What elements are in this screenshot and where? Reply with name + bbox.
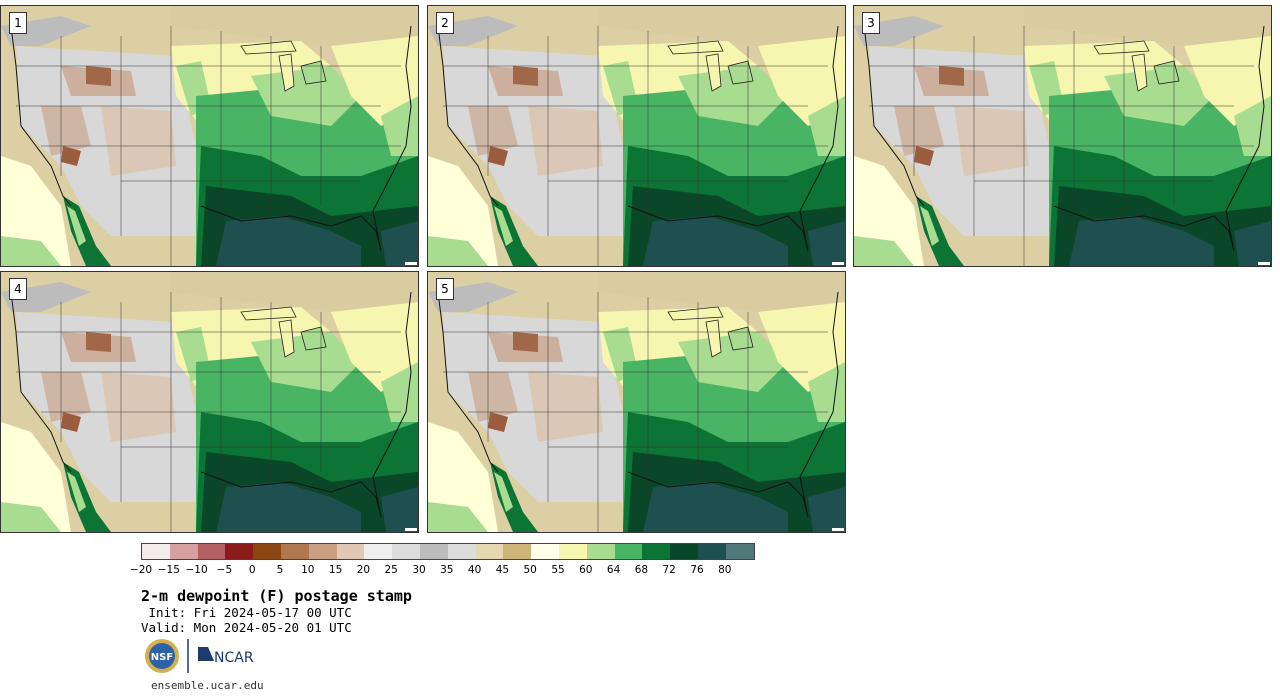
- colorbar-tick-label: 72: [662, 564, 676, 576]
- dewpoint-map-5: [428, 272, 845, 532]
- colorbar-tick-label: 76: [690, 564, 704, 576]
- colorbar-tick-label: 50: [523, 564, 537, 576]
- colorbar-tick-label: 25: [384, 564, 398, 576]
- colorbar-swatch: [503, 544, 532, 559]
- colorbar-swatch: [447, 544, 476, 559]
- map-panel-4: 4: [0, 271, 419, 533]
- colorbar-tick-label: 80: [718, 564, 732, 576]
- colorbar-tick-label: −15: [157, 564, 180, 576]
- logos: NSF NCAR: [144, 637, 274, 675]
- colorbar-tick-label: −5: [216, 564, 233, 576]
- colorbar-tick-label: 35: [440, 564, 454, 576]
- colorbar-swatch: [670, 544, 698, 559]
- colorbar-swatch: [697, 544, 726, 559]
- map-panel-1: 1: [0, 5, 419, 267]
- dewpoint-map-4: [1, 272, 418, 532]
- panel-number: 2: [436, 12, 454, 34]
- panel-number: 4: [9, 278, 27, 300]
- colorbar-tick-label: 5: [276, 564, 284, 576]
- valid-time: Valid: Mon 2024-05-20 01 UTC: [141, 620, 352, 635]
- colorbar-swatch: [364, 544, 393, 559]
- website-url[interactable]: ensemble.ucar.edu: [151, 679, 264, 692]
- colorbar-tick-label: 20: [356, 564, 371, 576]
- colorbar-tick-labels: −20 −15 −10 −5 0 5 10 15 20 25 30 35 40 45 50 55 60 64 68 7…: [130, 564, 761, 578]
- map-panel-2: 2: [427, 5, 846, 267]
- ncar-logo-text: NCAR: [214, 650, 254, 666]
- colorbar-swatch: [336, 544, 365, 559]
- dewpoint-colorbar: [141, 543, 755, 560]
- colorbar-tick-label: 64: [606, 564, 621, 576]
- colorbar-swatch: [642, 544, 671, 559]
- map-panel-3: 3: [853, 5, 1272, 267]
- colorbar-tick-label: 55: [551, 564, 565, 576]
- panel-number: 3: [862, 12, 880, 34]
- colorbar-swatch: [614, 544, 643, 559]
- colorbar-swatch: [225, 544, 254, 559]
- colorbar-swatch: [308, 544, 337, 559]
- colorbar-swatch: [197, 544, 226, 559]
- nsf-logo-icon: NSF NCAR: [145, 639, 254, 673]
- colorbar-tick-label: 0: [248, 564, 256, 576]
- dewpoint-map-3: [854, 6, 1271, 266]
- panel-number: 5: [436, 278, 454, 300]
- colorbar-swatch: [586, 544, 615, 559]
- colorbar-tick-label: −10: [185, 564, 208, 576]
- init-time: Init: Fri 2024-05-17 00 UTC: [141, 605, 352, 620]
- chart-title: 2-m dewpoint (F) postage stamp: [141, 587, 412, 605]
- map-panel-5: 5: [427, 271, 846, 533]
- colorbar-swatch: [392, 544, 420, 559]
- colorbar-tick-label: 45: [495, 564, 510, 576]
- colorbar-swatch: [142, 544, 170, 559]
- colorbar-swatch: [419, 544, 448, 559]
- colorbar-swatch: [475, 544, 504, 559]
- colorbar-tick-label: 60: [579, 564, 593, 576]
- colorbar-tick-label: 15: [328, 564, 343, 576]
- colorbar-swatch: [531, 544, 559, 559]
- nsf-logo-text: NSF: [151, 652, 173, 663]
- colorbar-tick-label: 40: [467, 564, 482, 576]
- colorbar-tick-label: −20: [129, 564, 153, 576]
- dewpoint-map-1: [1, 6, 418, 266]
- colorbar-swatch: [558, 544, 587, 559]
- colorbar-tick-label: 10: [301, 564, 315, 576]
- colorbar-swatch: [169, 544, 198, 559]
- colorbar-swatch: [253, 544, 281, 559]
- colorbar-swatch: [725, 544, 754, 559]
- dewpoint-map-2: [428, 6, 845, 266]
- panel-number: 1: [9, 12, 27, 34]
- colorbar-swatch: [280, 544, 309, 559]
- colorbar-tick-label: 68: [634, 564, 649, 576]
- colorbar-tick-label: 30: [412, 564, 426, 576]
